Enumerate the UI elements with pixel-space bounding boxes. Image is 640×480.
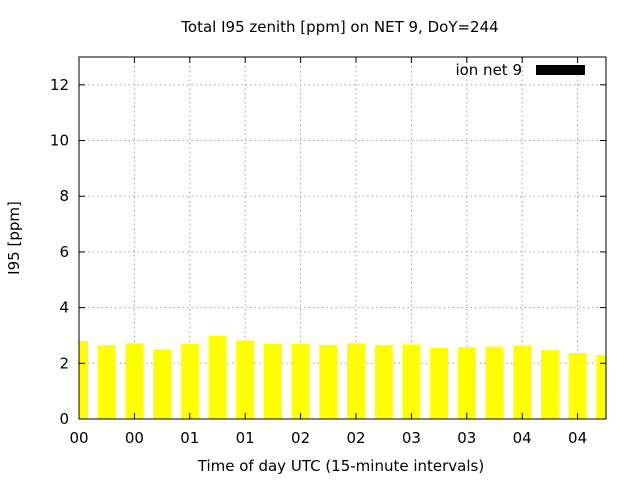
bar bbox=[180, 343, 199, 419]
bar bbox=[263, 343, 282, 419]
bar bbox=[568, 353, 587, 419]
bar bbox=[457, 347, 476, 419]
y-tick-label: 0 bbox=[59, 410, 69, 428]
x-tick-label: 03 bbox=[457, 429, 476, 447]
bar bbox=[430, 347, 449, 419]
bar bbox=[79, 341, 88, 419]
legend-label: ion net 9 bbox=[455, 61, 522, 79]
y-tick-label: 2 bbox=[59, 354, 69, 372]
bar bbox=[125, 343, 144, 419]
x-tick-label: 02 bbox=[346, 429, 365, 447]
bar bbox=[540, 350, 559, 419]
bar bbox=[513, 345, 532, 419]
legend-swatch bbox=[536, 65, 585, 75]
bar bbox=[97, 345, 116, 419]
x-tick-label: 04 bbox=[568, 429, 587, 447]
bar bbox=[319, 344, 338, 419]
plot-frame bbox=[78, 56, 607, 420]
legend: ion net 9 bbox=[455, 61, 585, 79]
bar bbox=[374, 344, 393, 419]
y-tick-label: 12 bbox=[50, 76, 69, 94]
x-tick-label: 01 bbox=[236, 429, 255, 447]
x-tick-label: 02 bbox=[291, 429, 310, 447]
x-tick-label: 01 bbox=[180, 429, 199, 447]
x-tick-label: 04 bbox=[513, 429, 532, 447]
y-tick-label: 8 bbox=[59, 187, 69, 205]
x-axis-label: Time of day UTC (15-minute intervals) bbox=[197, 457, 484, 475]
bar bbox=[236, 340, 255, 419]
y-tick-label: 10 bbox=[50, 132, 69, 150]
x-tick-label: 03 bbox=[402, 429, 421, 447]
y-tick-label: 4 bbox=[59, 299, 69, 317]
y-axis-label: I95 [ppm] bbox=[5, 201, 23, 275]
chart-title: Total I95 zenith [ppm] on NET 9, DoY=244 bbox=[180, 18, 498, 36]
y-tick-label: 6 bbox=[59, 243, 69, 261]
bar bbox=[347, 343, 365, 419]
x-tick-label: 00 bbox=[125, 429, 144, 447]
bar bbox=[153, 349, 172, 419]
bars bbox=[79, 336, 606, 419]
bar bbox=[485, 346, 504, 419]
x-tick-label: 00 bbox=[69, 429, 88, 447]
bar bbox=[596, 354, 606, 419]
bar bbox=[402, 344, 421, 419]
bar bbox=[208, 336, 227, 419]
bar bbox=[291, 343, 310, 419]
